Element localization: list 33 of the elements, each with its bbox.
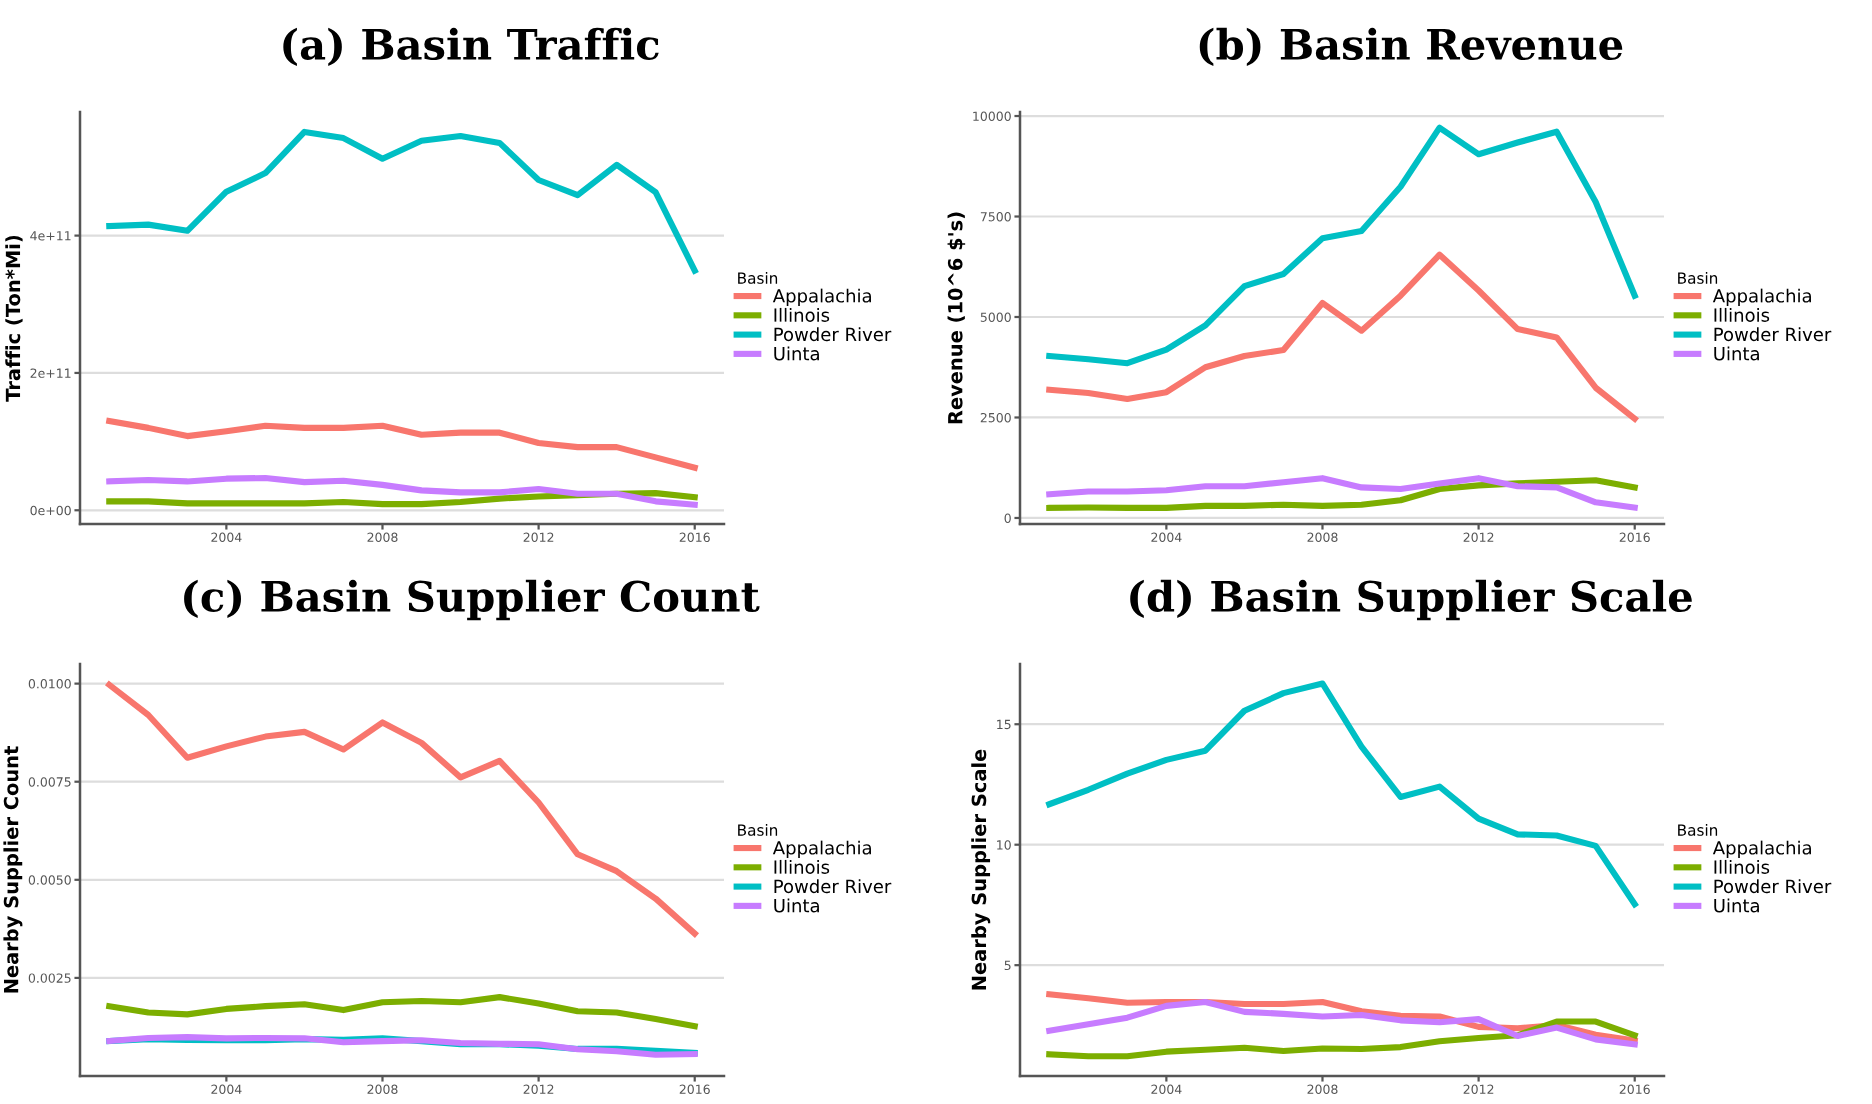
legend-label: Appalachia: [772, 288, 871, 307]
legend-label: Uinta: [1714, 346, 1759, 361]
y-axis-title: Nearby Supplier Count: [3, 746, 23, 993]
line-series: [1046, 251, 1638, 422]
legend-label: Powder River: [1714, 327, 1832, 342]
chart-title: (d) Basin Supplier Scale: [1130, 579, 1692, 621]
legend-label: Powder River: [1714, 879, 1832, 894]
line-series: [106, 994, 698, 1030]
chart-title: (c) Basin Supplier Count: [184, 579, 760, 621]
line-series: [1046, 124, 1638, 367]
legend-label: Illinois: [774, 307, 830, 322]
y-axis-title: Revenue (10^6 $'s): [947, 212, 966, 424]
legend-label: Uinta: [1714, 898, 1759, 913]
legend-label: Illinois: [1714, 859, 1770, 874]
line-series: [1046, 1018, 1638, 1060]
chart-title: (b) Basin Revenue: [1199, 27, 1623, 66]
line-series: [106, 417, 698, 471]
chart-title: (a) Basin Traffic: [283, 27, 659, 66]
legend-label: Powder River: [774, 327, 892, 342]
line-series: [106, 474, 698, 508]
y-axis-title: Traffic (Ton*Mi): [5, 235, 23, 402]
legend-label: Appalachia: [772, 840, 871, 859]
legend-label: Appalachia: [1712, 840, 1811, 859]
legend-label: Uinta: [774, 898, 819, 913]
legend-label: Illinois: [774, 859, 830, 874]
legend-label: Uinta: [774, 346, 819, 361]
line-series: [1046, 680, 1638, 908]
legend-label: Appalachia: [1712, 288, 1811, 307]
line-series: [106, 128, 698, 274]
y-axis-title: Nearby Supplier Scale: [971, 749, 991, 990]
legend-label: Illinois: [1714, 307, 1770, 322]
legend-label: Powder River: [774, 879, 892, 894]
line-series: [106, 681, 698, 937]
